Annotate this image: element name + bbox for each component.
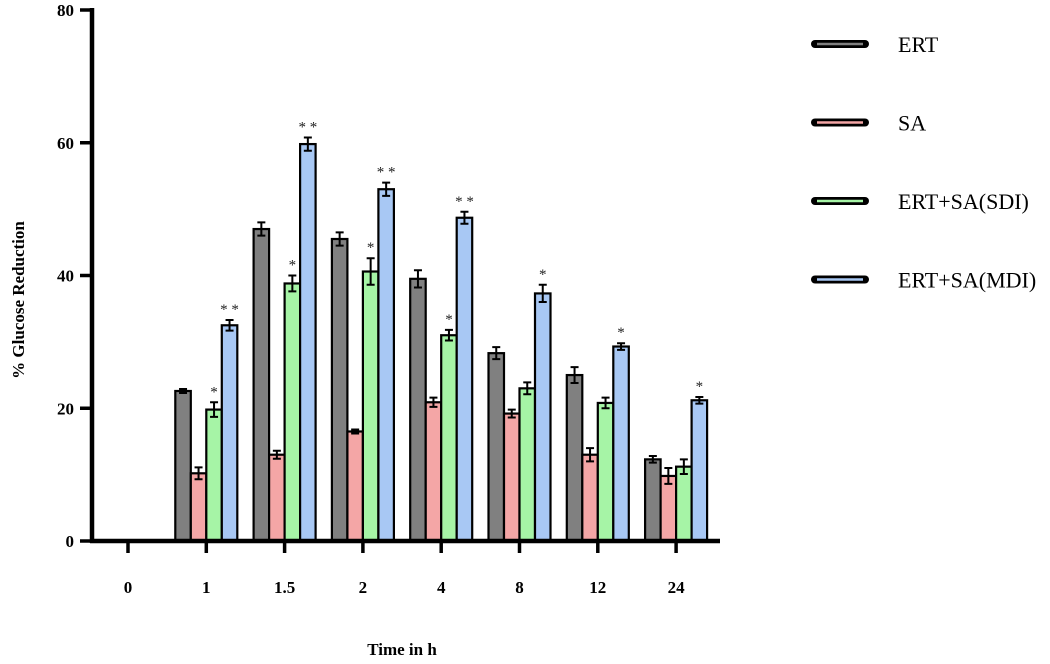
significance-marker: * * bbox=[455, 194, 474, 210]
significance-marker: * * bbox=[298, 119, 317, 135]
bar-ert-sa-mdi--12 bbox=[612, 345, 630, 543]
significance-marker: * bbox=[210, 384, 218, 400]
legend-label: ERT bbox=[898, 32, 939, 57]
bar-ert-8 bbox=[487, 352, 506, 543]
bar-sa-24 bbox=[659, 474, 678, 543]
error-bar bbox=[303, 136, 312, 152]
bar-ert-1 bbox=[174, 389, 192, 543]
error-bar bbox=[272, 449, 281, 460]
bar-ert-sa-mdi--4 bbox=[455, 216, 474, 543]
x-tick-label: 4 bbox=[437, 578, 446, 597]
error-bar bbox=[429, 396, 438, 408]
error-bar bbox=[523, 381, 532, 396]
bar-ert-sa-mdi--24 bbox=[690, 399, 709, 543]
bar-ert-12 bbox=[565, 373, 584, 543]
y-axis-title: % Glucose Reduction bbox=[9, 221, 28, 379]
legend-label: ERT+SA(MDI) bbox=[898, 268, 1036, 293]
x-tick-label: 1.5 bbox=[274, 578, 295, 597]
y-tick-label: 80 bbox=[57, 1, 74, 20]
bar-ert-sa-mdi--1.5 bbox=[299, 142, 317, 543]
x-tick-label: 2 bbox=[359, 578, 368, 597]
bar-ert-sa-sdi--4 bbox=[440, 334, 458, 543]
x-axis-title: Time in h bbox=[367, 640, 437, 659]
x-tick-label: 8 bbox=[515, 578, 524, 597]
error-bar bbox=[570, 366, 579, 385]
significance-marker: * bbox=[445, 312, 453, 328]
error-bar bbox=[194, 466, 203, 481]
bar-ert-2 bbox=[330, 237, 349, 543]
significance-marker: * * bbox=[220, 302, 239, 318]
error-bar bbox=[179, 388, 188, 394]
x-tick-label: 1 bbox=[202, 578, 211, 597]
error-bar bbox=[648, 455, 657, 464]
significance-marker: * bbox=[696, 379, 704, 395]
bar-ert-sa-mdi--1 bbox=[220, 324, 239, 543]
error-bar bbox=[679, 458, 688, 475]
bar-sa-4 bbox=[424, 401, 443, 543]
bar-ert-24 bbox=[643, 458, 662, 543]
bar-ert-4 bbox=[409, 277, 427, 543]
legend: ERT SA ERT+SA(SDI) ERT+SA(MDI) bbox=[811, 32, 1036, 293]
bar-ert-sa-sdi--2 bbox=[361, 270, 380, 543]
error-bar bbox=[444, 328, 453, 342]
legend-label: SA bbox=[898, 111, 926, 136]
bar-ert-sa-mdi--2 bbox=[377, 188, 395, 543]
bar-ert-sa-sdi--8 bbox=[518, 387, 537, 543]
significance-marker: * * bbox=[377, 165, 396, 181]
significance-marker: * bbox=[617, 325, 625, 341]
error-bar bbox=[460, 210, 469, 225]
error-bar bbox=[351, 428, 360, 435]
bar-ert-sa-mdi--8 bbox=[533, 292, 552, 543]
error-bar bbox=[492, 346, 501, 361]
error-bar bbox=[288, 274, 297, 293]
bar-ert-sa-sdi--24 bbox=[674, 465, 693, 543]
significance-marker: * bbox=[367, 240, 375, 256]
bar-sa-2 bbox=[346, 430, 364, 543]
error-bar bbox=[664, 466, 673, 485]
bar-sa-1.5 bbox=[268, 453, 286, 543]
significance-marker: * bbox=[539, 267, 547, 283]
error-bar bbox=[538, 283, 547, 304]
error-bar bbox=[257, 221, 266, 237]
x-tick-label: 24 bbox=[668, 578, 686, 597]
y-tick-label: 0 bbox=[66, 532, 75, 551]
bar-ert-sa-sdi--1.5 bbox=[283, 282, 302, 543]
error-bar bbox=[507, 408, 516, 419]
error-bar bbox=[617, 342, 626, 351]
significance-marker: * bbox=[289, 258, 297, 274]
error-bar bbox=[413, 269, 422, 289]
error-bar bbox=[601, 396, 610, 410]
bars-layer: * * * * * * * * * * * * * * * bbox=[174, 119, 709, 543]
bar-ert-sa-sdi--1 bbox=[205, 408, 223, 543]
bar-sa-12 bbox=[581, 453, 599, 543]
bar-ert-1.5 bbox=[252, 227, 271, 543]
error-bar bbox=[586, 447, 595, 463]
y-tick-label: 40 bbox=[57, 267, 74, 286]
error-bar bbox=[335, 231, 344, 247]
y-tick-label: 60 bbox=[57, 134, 74, 153]
error-bar bbox=[382, 181, 391, 197]
bar-sa-8 bbox=[502, 412, 521, 543]
error-bar bbox=[366, 257, 375, 286]
error-bar bbox=[210, 401, 219, 418]
x-tick-label: 12 bbox=[589, 578, 606, 597]
error-bar bbox=[695, 395, 704, 405]
x-tick-label: 0 bbox=[124, 578, 133, 597]
bar-sa-1 bbox=[189, 472, 208, 543]
bar-ert-sa-sdi--12 bbox=[596, 401, 615, 543]
error-bar bbox=[225, 318, 234, 332]
y-tick-label: 20 bbox=[57, 399, 74, 418]
legend-label: ERT+SA(SDI) bbox=[898, 189, 1029, 214]
